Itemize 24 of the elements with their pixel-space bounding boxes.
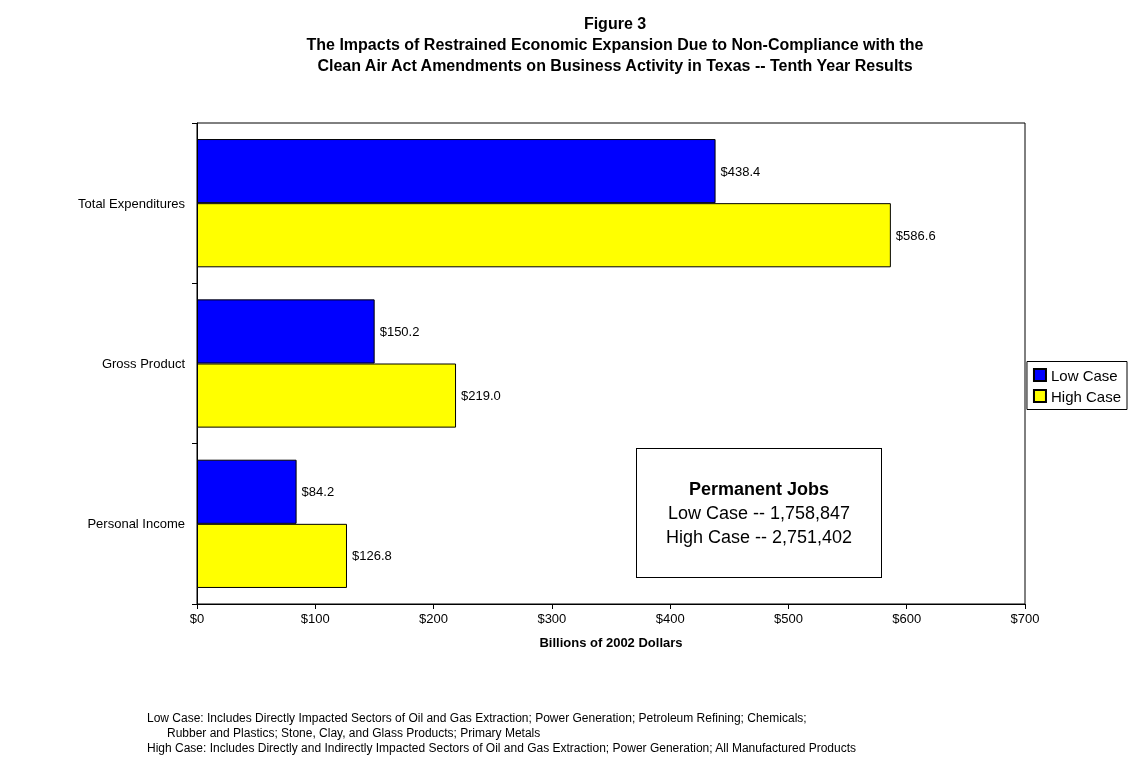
y-tick-label: Gross Product	[101, 356, 186, 371]
x-axis-title: Billions of 2002 Dollars	[539, 635, 683, 650]
data-label: $438.4	[720, 163, 761, 179]
data-label: $126.8	[351, 548, 392, 564]
x-tick-label: $100	[300, 611, 330, 626]
text: Low Case: Includes Directly Impacted Sectors of Oil and Gas Extraction; Power Generation; Petroleum Refining; Chemicals; Rubber and Plastics; Stone, Clay, and Glass Products; Primary Metals	[147, 710, 807, 740]
x-tick-label: $600	[892, 611, 922, 626]
x-tick-label: $400	[655, 611, 685, 626]
x-tick-label: $0	[189, 611, 205, 626]
x-tick-label: $700	[1010, 611, 1040, 626]
data-label: $150.2	[379, 323, 420, 339]
data-label: $84.2	[301, 484, 335, 500]
y-tick-label: Total Expenditures	[78, 195, 186, 211]
chart-title: Figure 3 The Impacts of Restrained Economic Expansion Due to Non-Compliance with the Clean Air Act Amendments on Business Activity in Texas -- Tenth Year Results	[306, 15, 924, 74]
data-label: $219.0	[461, 388, 501, 404]
x-tick-label: $200	[419, 611, 449, 626]
legend-label: Low Case	[1050, 366, 1118, 384]
x-tick-label: $500	[773, 611, 803, 626]
data-label: $586.6	[895, 227, 936, 243]
text: High Case: Includes Directly and Indirectly Impacted Sectors of Oil and Gas Extraction; Power Generation; All Manufactured Products	[147, 740, 857, 755]
y-tick-label: Personal Income	[87, 516, 185, 532]
x-tick-label: $300	[537, 611, 567, 626]
annotation: Permanent Jobs Low Case -- 1,758,847 High Case -- 2,751,402	[665, 478, 853, 549]
legend-label: High Case	[1050, 387, 1122, 405]
